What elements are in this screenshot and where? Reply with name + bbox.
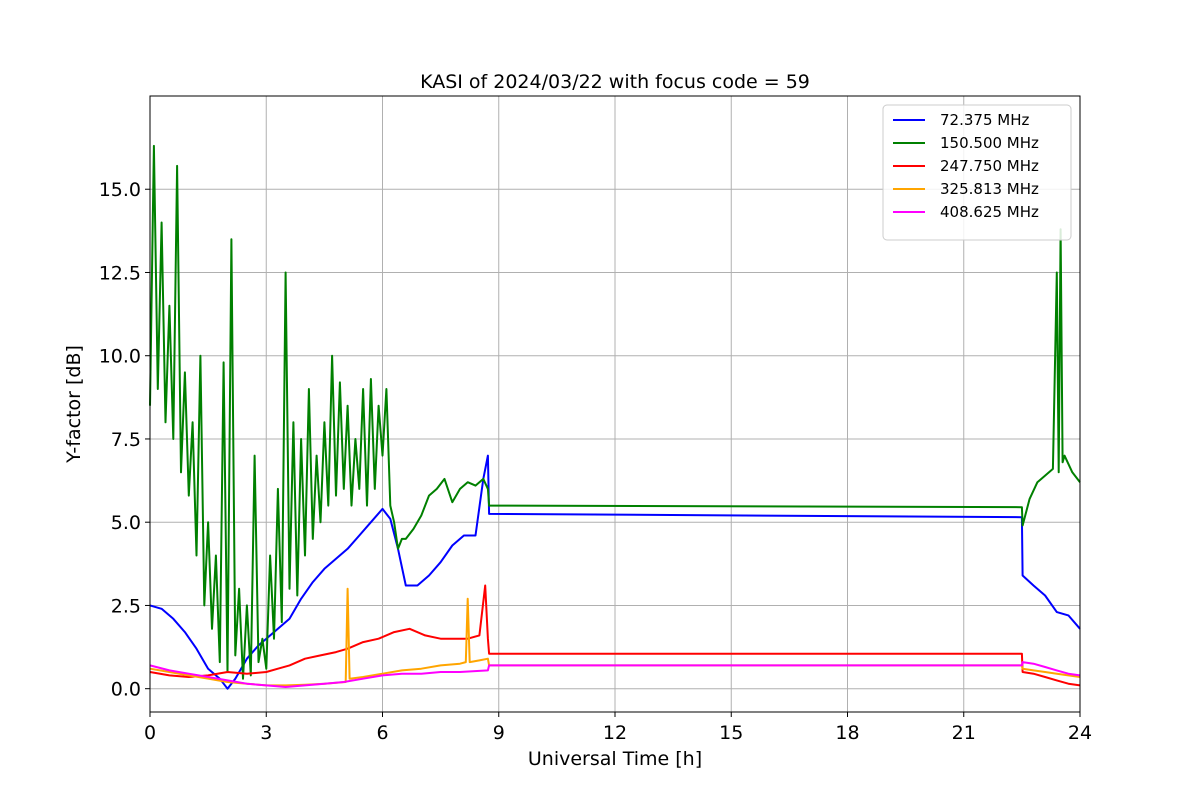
x-tick-label: 6 [376, 722, 388, 744]
x-tick-label: 21 [952, 722, 976, 744]
y-axis-label: Y-factor [dB] [63, 345, 85, 464]
series-line-1 [149, 454, 1081, 690]
legend-entry: 247.750 MHz [940, 157, 1039, 175]
y-tick-label: 15.0 [99, 179, 141, 201]
y-tick-label: 10.0 [99, 346, 141, 368]
x-tick-label: 9 [493, 722, 505, 744]
x-axis-label: Universal Time [h] [528, 748, 702, 770]
y-tick-label: 7.5 [111, 429, 141, 451]
series-group [149, 144, 1081, 690]
x-tick-label: 15 [719, 722, 743, 744]
chart-title: KASI of 2024/03/22 with focus code = 59 [420, 71, 810, 93]
legend-entry: 150.500 MHz [940, 134, 1039, 152]
x-tick-label: 24 [1068, 722, 1092, 744]
series-line-2 [149, 144, 1081, 680]
y-axis: 0.0 2.5 5.0 7.5 10.0 12.5 15.0 [99, 179, 150, 701]
legend: 72.375 MHz 150.500 MHz 247.750 MHz 325.813 … [882, 104, 1072, 241]
legend-entry: 72.375 MHz [940, 111, 1029, 129]
legend-entry: 408.625 MHz [940, 203, 1039, 221]
y-tick-label: 2.5 [111, 595, 141, 617]
y-tick-label: 0.0 [111, 679, 141, 701]
x-tick-label: 12 [603, 722, 627, 744]
x-tick-label: 18 [835, 722, 859, 744]
x-tick-label: 0 [144, 722, 156, 744]
legend-entry: 325.813 MHz [940, 180, 1039, 198]
y-tick-label: 5.0 [111, 512, 141, 534]
y-tick-label: 12.5 [99, 262, 141, 284]
x-tick-label: 3 [260, 722, 272, 744]
series-line-5 [149, 661, 1081, 688]
legend-box [882, 104, 1072, 241]
x-axis: 0 3 6 9 12 15 18 21 24 [144, 712, 1092, 744]
